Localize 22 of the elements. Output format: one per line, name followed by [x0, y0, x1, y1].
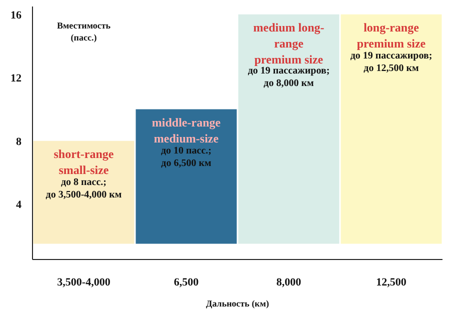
annotation: до 8 пасс.; до 3,500-4,000 км — [46, 176, 122, 201]
x-tick-label: 12,500 — [376, 276, 407, 288]
annotation: до 19 пассажиров; до 12,500 км — [350, 50, 432, 74]
y-tick-label: 12 — [10, 72, 22, 85]
annotation: medium long- range premium size — [253, 20, 324, 67]
y-tick-label: 16 — [10, 9, 22, 22]
x-tick-label: 3,500-4,000 — [57, 276, 111, 288]
annotation: до 19 пассажиров; до 8,000 км — [248, 65, 330, 90]
y-axis-title: Вместимость (пасс.) — [56, 20, 111, 42]
bar — [136, 109, 237, 244]
y-tick-label: 4 — [16, 199, 22, 212]
x-tick-label: 8,000 — [276, 276, 302, 288]
x-tick-label: 6,500 — [174, 276, 200, 288]
bar — [33, 140, 134, 244]
annotation: long-range premium size — [356, 20, 426, 51]
annotation: middle-range medium-size — [152, 115, 222, 146]
bar — [340, 14, 442, 244]
y-tick-label: 8 — [16, 136, 22, 148]
x-axis-title: Дальность (км) — [206, 298, 270, 308]
annotation: до 10 пасс.; до 6,500 км — [160, 145, 212, 169]
annotation: short-range small-size — [54, 146, 114, 178]
bar — [238, 14, 340, 244]
